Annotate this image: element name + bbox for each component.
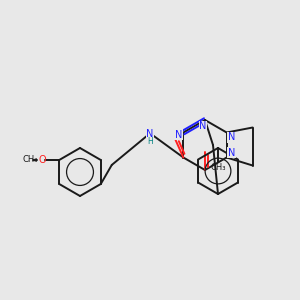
Text: N: N [146,129,154,139]
Text: CH₃: CH₃ [210,163,226,172]
Text: N: N [199,121,207,131]
Text: N: N [175,130,182,140]
Text: H: H [147,137,153,146]
Text: CH₃: CH₃ [22,155,38,164]
Text: N: N [228,133,235,142]
Text: O: O [38,155,46,165]
Text: N: N [228,148,235,158]
